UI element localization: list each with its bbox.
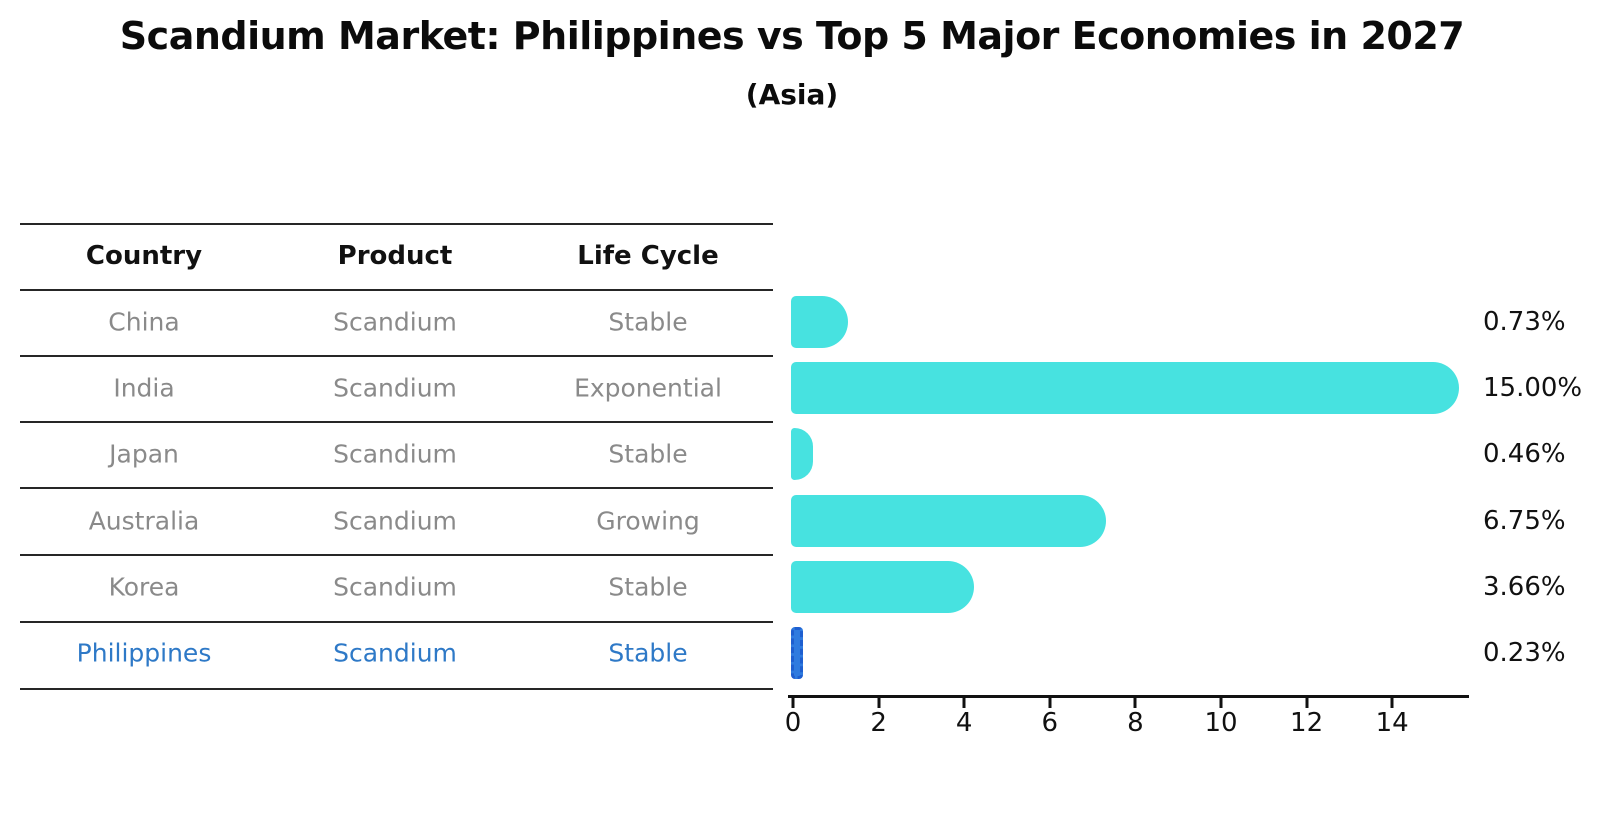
value-label-australia: 6.75% (1483, 505, 1566, 536)
x-tick-label: 6 (1041, 708, 1059, 738)
table-divider-line (20, 554, 773, 556)
value-label-japan: 0.46% (1483, 439, 1566, 470)
table-divider-line (20, 688, 773, 690)
table-divider-line (20, 355, 773, 357)
table-cell-life-cycle: Growing (596, 506, 700, 536)
table-cell-country: Philippines (76, 638, 212, 668)
table-cell-life-cycle: Stable (608, 307, 688, 337)
table-cell-country: Australia (88, 506, 200, 536)
table-divider-line (20, 223, 773, 225)
value-label-korea: 3.66% (1483, 571, 1566, 602)
x-tick-mark (1390, 698, 1394, 708)
x-axis-line (788, 695, 1469, 698)
bar-india (791, 362, 1459, 415)
value-label-china: 0.73% (1483, 307, 1566, 337)
x-tick-mark (1048, 698, 1052, 708)
chart-subtitle: (Asia) (745, 78, 839, 111)
chart-title: Scandium Market: Philippines vs Top 5 Ma… (119, 14, 1465, 58)
bar-philippines (791, 627, 803, 679)
x-tick-label: 2 (870, 708, 887, 738)
x-tick-mark (1219, 698, 1223, 708)
table-divider-line (20, 421, 773, 423)
x-tick-label: 4 (955, 708, 973, 738)
table-cell-life-cycle: Stable (608, 439, 688, 469)
x-tick-label: 10 (1204, 708, 1238, 738)
table-cell-product: Scandium (333, 506, 457, 536)
value-label-india: 15.00% (1483, 373, 1583, 404)
table-cell-product: Scandium (333, 307, 457, 337)
x-tick-label: 8 (1127, 708, 1144, 738)
x-tick-mark (962, 698, 966, 708)
bar-australia (791, 494, 1106, 547)
table-cell-life-cycle: Stable (608, 572, 688, 602)
table-divider-line (20, 487, 773, 489)
x-tick-mark (877, 698, 881, 708)
x-tick-mark (791, 698, 795, 708)
x-tick-label: 0 (784, 708, 802, 738)
table-divider-line (20, 289, 773, 291)
table-cell-life-cycle: Exponential (574, 373, 722, 403)
x-tick-mark (1133, 698, 1137, 708)
x-tick-label: 14 (1375, 708, 1409, 738)
table-header-product: Product (337, 241, 453, 271)
bar-korea (791, 560, 974, 613)
bar-china (791, 296, 849, 348)
x-tick-label: 12 (1290, 708, 1324, 738)
bar-japan (791, 428, 813, 481)
table-cell-country: China (108, 307, 180, 337)
table-header-country: Country (85, 241, 203, 271)
table-cell-product: Scandium (333, 373, 457, 403)
table-cell-country: India (113, 373, 175, 403)
table-cell-country: Japan (109, 439, 179, 469)
x-tick-mark (1305, 698, 1309, 708)
table-cell-life-cycle: Stable (608, 638, 688, 668)
table-divider-line (20, 621, 773, 623)
table-cell-product: Scandium (333, 439, 457, 469)
table-cell-product: Scandium (333, 638, 457, 668)
table-header-life-cycle: Life Cycle (577, 241, 719, 271)
value-label-philippines: 0.23% (1483, 638, 1566, 668)
table-cell-product: Scandium (333, 572, 457, 602)
table-cell-country: Korea (108, 572, 180, 602)
